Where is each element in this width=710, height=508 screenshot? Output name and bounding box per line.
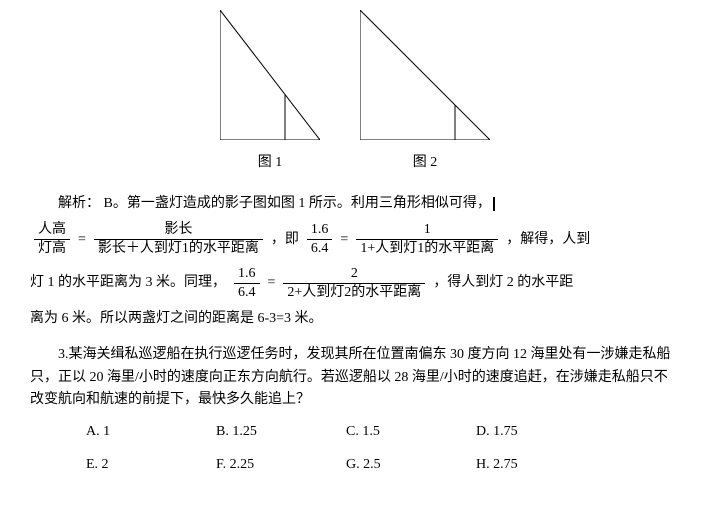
frac-num: 1.6 xyxy=(234,265,260,283)
option-b: B. 1.25 xyxy=(216,421,346,443)
eq-sign: = xyxy=(78,229,86,251)
frac-rengao-denggao: 人高 灯高 xyxy=(34,221,70,258)
diagram-2-label: 图 2 xyxy=(360,152,490,174)
option-f: F. 2.25 xyxy=(216,454,346,476)
text-cursor xyxy=(493,197,495,211)
frac-num: 影长 xyxy=(160,221,196,239)
analysis-block: 解析： B。第一盏灯造成的影子图如图 1 所示。利用三角形相似可得， 人高 灯高… xyxy=(30,193,680,331)
question-block: 3.某海关缉私巡逻船在执行巡逻任务时，发现其所在位置南偏东 30 度方向 12 … xyxy=(30,344,680,476)
frac-den: 1+人到灯1的水平距离 xyxy=(356,240,498,258)
diagrams-container: 图 1 图 2 xyxy=(30,10,680,175)
analysis-intro: 解析： B。第一盏灯造成的影子图如图 1 所示。利用三角形相似可得， xyxy=(30,193,680,215)
analysis-eq-line1: 人高 灯高 = 影长 影长＋人到灯1的水平距离 ，即 1.6 6.4 = 1 1… xyxy=(30,221,680,258)
triangle-1-svg xyxy=(220,10,320,140)
triangle-2-svg xyxy=(360,10,490,140)
analysis-conclusion: 离为 6 米。所以两盏灯之间的距离是 6-3=3 米。 xyxy=(30,308,680,330)
frac-num: 1.6 xyxy=(307,221,333,239)
analysis-intro-text: 解析： B。第一盏灯造成的影子图如图 1 所示。利用三角形相似可得， xyxy=(58,196,491,211)
option-c: C. 1.5 xyxy=(346,421,476,443)
frac-den: 灯高 xyxy=(34,240,70,258)
frac-num: 人高 xyxy=(34,221,70,239)
text-jiede: ，解得，人到 xyxy=(506,229,590,251)
option-a: A. 1 xyxy=(86,421,216,443)
frac-num: 1 xyxy=(420,221,435,239)
frac-yingchang: 影长 影长＋人到灯1的水平距离 xyxy=(94,221,263,258)
options-row-1: A. 1 B. 1.25 C. 1.5 D. 1.75 xyxy=(30,421,680,443)
option-d: D. 1.75 xyxy=(476,421,606,443)
text-deng1: 灯 1 的水平距离为 3 米。同理， xyxy=(30,272,226,294)
frac-1-over: 1 1+人到灯1的水平距离 xyxy=(356,221,498,258)
frac-den: 6.4 xyxy=(234,284,260,302)
option-h: H. 2.75 xyxy=(476,454,606,476)
option-e: E. 2 xyxy=(86,454,216,476)
frac-1p6-6p4-b: 1.6 6.4 xyxy=(234,265,260,302)
question-text: 3.某海关缉私巡逻船在执行巡逻任务时，发现其所在位置南偏东 30 度方向 12 … xyxy=(30,344,680,411)
analysis-eq-line2: 灯 1 的水平距离为 3 米。同理， 1.6 6.4 = 2 2+人到灯2的水平… xyxy=(30,265,680,302)
diagram-2: 图 2 xyxy=(360,10,490,175)
text-jiu: ，即 xyxy=(271,229,299,251)
eq-sign: = xyxy=(268,272,276,294)
option-g: G. 2.5 xyxy=(346,454,476,476)
frac-den: 2+人到灯2的水平距离 xyxy=(283,284,425,302)
text-dewei: ，得人到灯 2 的水平距 xyxy=(433,272,573,294)
diagram-1: 图 1 xyxy=(220,10,320,175)
frac-2-over: 2 2+人到灯2的水平距离 xyxy=(283,265,425,302)
frac-num: 2 xyxy=(347,265,362,283)
options-row-2: E. 2 F. 2.25 G. 2.5 H. 2.75 xyxy=(30,454,680,476)
frac-den: 6.4 xyxy=(307,240,333,258)
frac-1p6-6p4: 1.6 6.4 xyxy=(307,221,333,258)
frac-den: 影长＋人到灯1的水平距离 xyxy=(94,240,263,258)
diagram-1-label: 图 1 xyxy=(220,152,320,174)
eq-sign: = xyxy=(340,229,348,251)
